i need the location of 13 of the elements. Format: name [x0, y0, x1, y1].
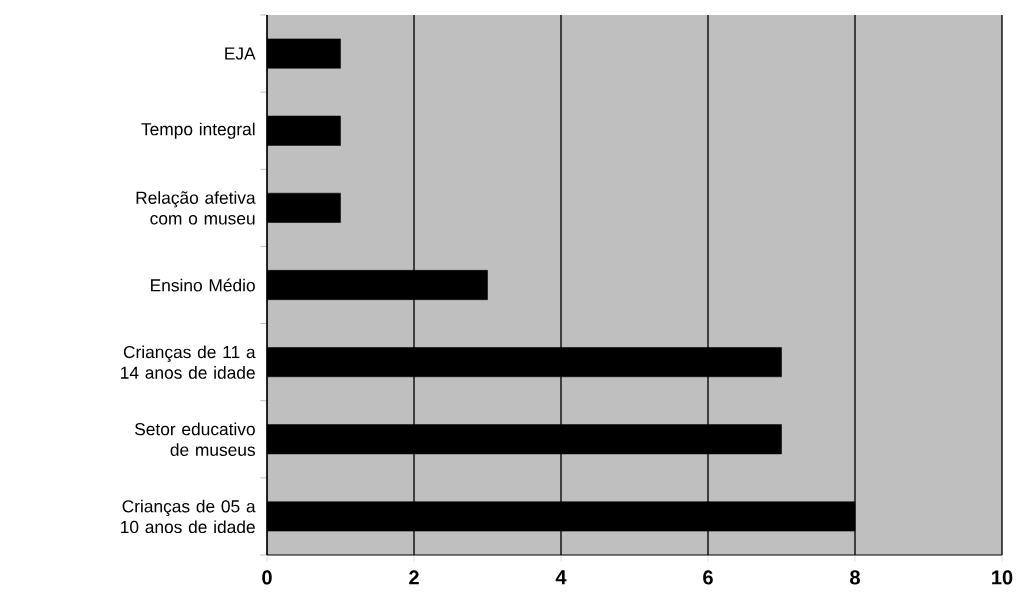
x-tick-label: 4 [555, 570, 567, 585]
y-tick-label: Tempo integral [141, 122, 255, 139]
x-tick-label: 0 [262, 570, 272, 585]
y-tick-label: Ensino Médio [151, 278, 255, 292]
x-tick-label: 2 [409, 570, 419, 585]
x-tick-label: 10 [992, 570, 1013, 585]
y-tick-label: Crianças de 11 a 14 anos de idade [121, 345, 256, 379]
y-tick-label: Setor educativo de museus [135, 422, 255, 456]
y-tick-label: Relação afetiva com o museu [136, 191, 256, 225]
y-tick-label: EJA [225, 47, 256, 60]
x-tick-label: 6 [703, 570, 713, 585]
y-tick-label: Crianças de 05 a 10 anos de idade [121, 499, 256, 534]
x-tick-label: 8 [850, 570, 860, 585]
